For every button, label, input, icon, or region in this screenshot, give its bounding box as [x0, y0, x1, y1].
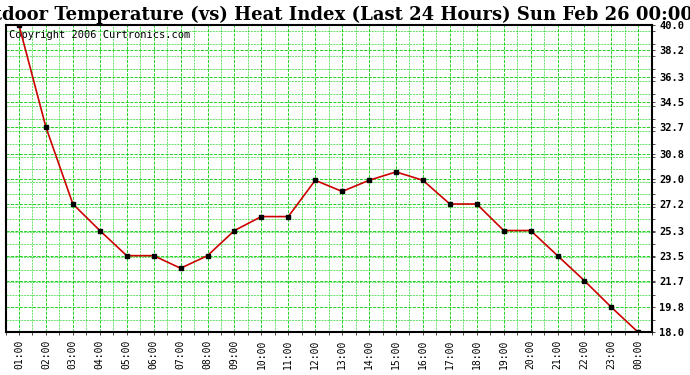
Title: Outdoor Temperature (vs) Heat Index (Last 24 Hours) Sun Feb 26 00:00: Outdoor Temperature (vs) Heat Index (Las…: [0, 6, 690, 24]
Text: Copyright 2006 Curtronics.com: Copyright 2006 Curtronics.com: [9, 30, 190, 40]
